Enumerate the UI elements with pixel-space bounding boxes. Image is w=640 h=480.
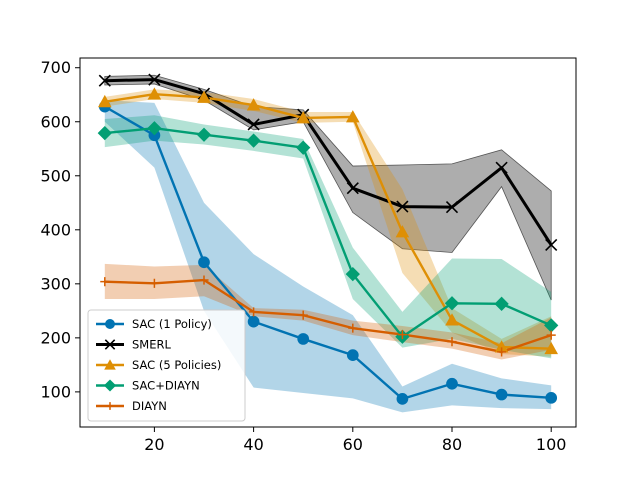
legend-label-sac-diayn: SAC+DIAYN [132,379,200,393]
point-smerl-70 [396,200,409,213]
point-sac-1-policy-30 [198,256,210,269]
y-tick-label-300: 300 [40,274,71,293]
plot-frame [79,57,577,428]
point-sac-1-policy-90 [495,388,508,401]
point-diayn-50 [298,310,308,320]
legend-label-diayn: DIAYN [132,399,167,413]
point-sac-5-policies-20 [147,87,162,100]
point-diayn-60 [348,323,358,333]
y-tick-label-400: 400 [40,220,71,239]
point-sac-1-policy-100 [545,391,558,404]
y-tick-label-500: 500 [40,166,71,185]
point-smerl-10 [98,74,111,87]
point-diayn-90 [497,347,507,357]
x-tick-label-20: 20 [144,435,164,454]
legend-marker-diayn [106,402,114,410]
point-sac-diayn-50 [296,140,311,155]
line-sac-5-policies [104,92,552,350]
point-smerl-100 [545,238,558,252]
line-sac-1-policy [104,105,552,401]
legend-label-sac-5-policies: SAC (5 Policies) [132,358,221,372]
band-smerl [104,74,552,301]
legend-marker-sac-diayn [103,379,117,392]
point-diayn-30 [199,275,209,285]
series-lines [104,78,553,401]
legend-label-sac-1-policy: SAC (1 Policy) [132,317,212,331]
band-sac-5-policies [104,89,552,357]
point-smerl-60 [346,182,359,195]
line-sac-diayn [104,127,552,338]
point-smerl-80 [445,201,459,214]
point-sac-1-policy-50 [297,333,310,345]
y-tick-label-100: 100 [40,382,71,401]
point-sac-diayn-60 [345,266,360,282]
point-sac-diayn-80 [444,296,460,311]
point-sac-diayn-100 [544,318,559,333]
point-smerl-90 [495,161,508,174]
point-sac-1-policy-40 [247,315,260,328]
point-diayn-70 [397,330,407,340]
point-diayn-80 [447,337,457,347]
x-tick-label-40: 40 [243,435,263,454]
legend-marker-sac-1-policy [105,319,115,329]
point-sac-5-policies-40 [246,98,261,111]
point-diayn-10 [100,277,110,287]
point-sac-5-policies-70 [395,225,410,238]
legend-label-smerl: SMERL [132,338,171,352]
legend: SAC (1 Policy) SMERL SAC (5 Policies) SAC+D… [87,309,246,422]
point-sac-diayn-20 [147,121,162,136]
point-smerl-40 [247,118,260,131]
legend-marker-sac-5-policies [104,359,116,370]
point-sac-diayn-90 [494,296,509,311]
point-sac-1-policy-70 [396,393,409,405]
point-diayn-20 [149,278,159,288]
legend-marker-smerl [104,339,116,350]
x-tick-label-80: 80 [442,435,462,454]
point-sac-5-policies-100 [544,341,559,355]
point-sac-5-policies-80 [445,313,459,326]
series-markers [97,73,559,405]
x-tick-label-60: 60 [343,435,363,454]
point-smerl-20 [148,73,161,86]
y-tick-label-700: 700 [40,58,71,77]
point-sac-1-policy-60 [346,349,359,361]
point-sac-5-policies-10 [97,94,112,108]
point-sac-5-policies-30 [197,90,211,103]
point-diayn-40 [249,307,259,317]
point-sac-5-policies-60 [345,110,360,123]
axes: 20 40 60 80 100 100 200 300 400 500 600 700 [40,57,577,454]
point-sac-1-policy-80 [446,377,458,390]
line-diayn [104,278,552,354]
point-sac-5-policies-50 [296,111,311,124]
y-tick-label-200: 200 [40,328,71,347]
point-sac-5-policies-90 [494,340,509,353]
point-sac-diayn-10 [97,125,112,141]
point-sac-diayn-30 [196,127,212,142]
y-tick-label-600: 600 [40,112,71,131]
point-diayn-100 [546,330,556,340]
legend-box [87,309,246,422]
x-tick-label-100: 100 [536,435,567,454]
line-smerl [104,78,553,246]
point-sac-diayn-40 [246,133,261,148]
